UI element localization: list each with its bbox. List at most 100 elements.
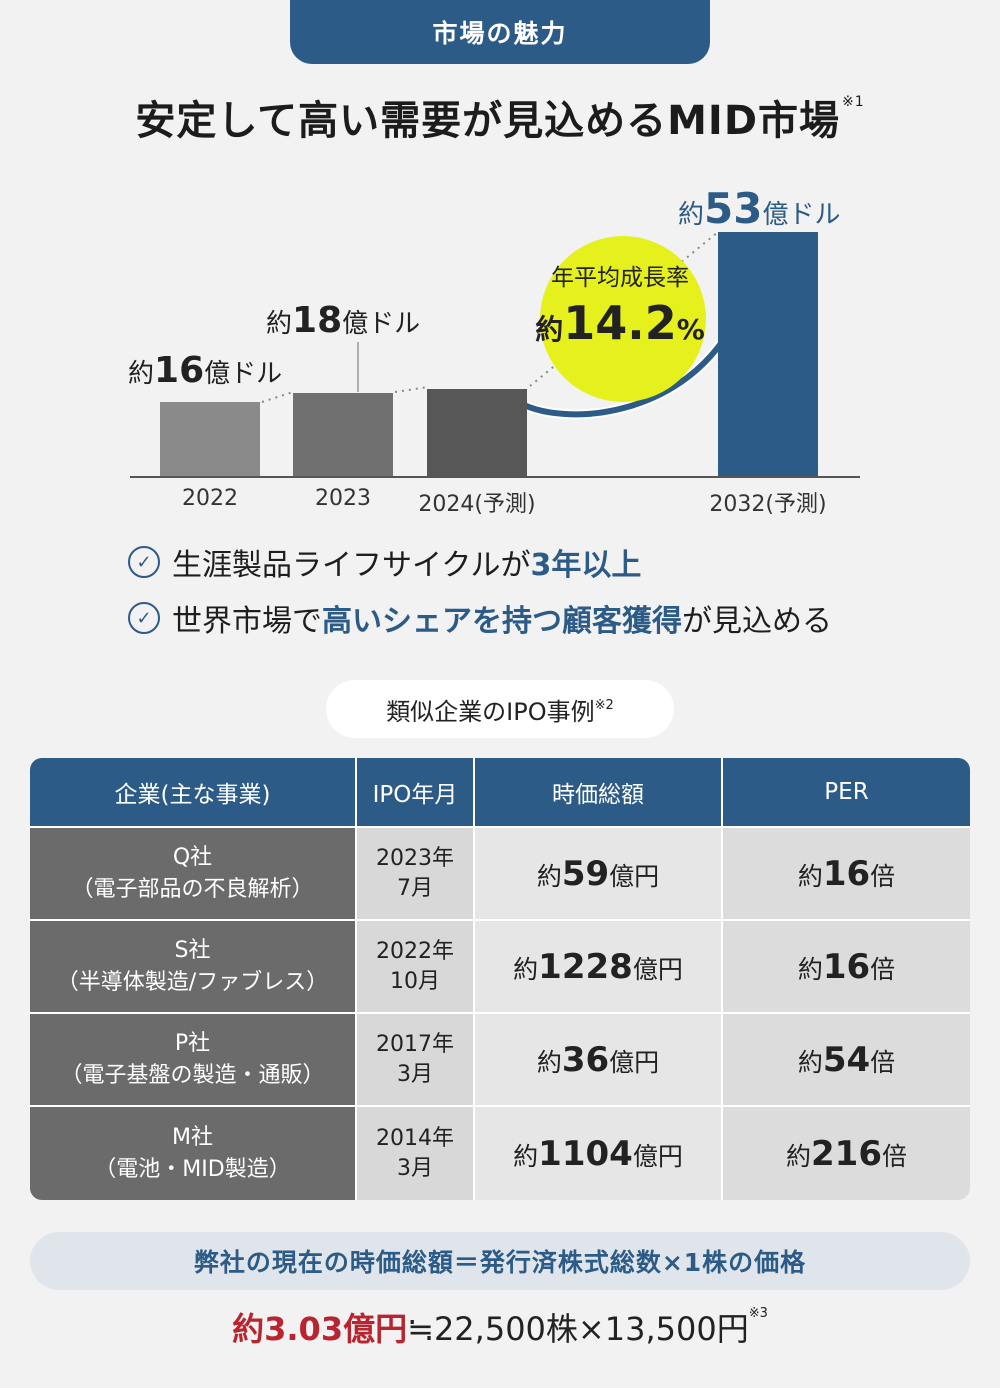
ipo-year: 2023年 [376,845,454,871]
ipo-month: 3月 [397,1155,433,1181]
per-pre: 約 [785,1141,811,1171]
company-business: （電池・MID製造） [94,1156,291,1182]
ipo-month: 7月 [397,875,433,901]
header-company: 企業(主な事業) [30,758,357,828]
table-row: Q社 （電子部品の不良解析） 2023年 7月 約59億円 約16倍 [30,828,970,921]
cagr-circle [540,236,706,402]
cap-post: 億円 [609,861,660,891]
company-business: （電子基盤の製造・通販） [60,1062,325,1088]
value-label-pre: 約 [678,200,705,230]
bullet-text: 世界市場で [172,604,322,639]
per-cell: 約54倍 [723,1014,970,1107]
company-name: M社 [172,1124,213,1150]
value-label-post: 億ドル [342,309,421,339]
per-num: 16 [822,946,871,987]
table-header-row: 企業(主な事業) IPO年月 時価総額 PER [30,758,970,828]
value-label-num: 53 [704,184,763,233]
per-num: 16 [822,853,871,894]
bullet-highlight: 高いシェアを持つ顧客獲得 [322,604,682,639]
bar-2022 [160,402,260,476]
value-label-post: 億ドル [204,359,283,389]
calc-result: 約3.03億円 [232,1310,408,1348]
bullet-text: 生涯製品ライフサイクルが [172,548,531,583]
headline-note: ※1 [842,94,865,110]
value-label-num: 16 [154,350,205,391]
market-cap-cell: 約59億円 [475,828,723,921]
value-label-2022: 約16億ドル [128,350,282,391]
section-tag: 市場の魅力 [290,0,710,64]
cagr-title: 年平均成長率 [551,265,689,291]
table-row: P社 （電子基盤の製造・通販） 2017年 3月 約36億円 約54倍 [30,1014,970,1107]
calc-expression: ≒22,500株×13,500円 [407,1310,749,1348]
cap-num: 1228 [538,946,633,987]
value-label-post: 億ドル [762,200,841,230]
ipo-date-cell: 2014年 3月 [357,1107,475,1200]
header-ipo-date: IPO年月 [357,758,475,828]
ipo-year: 2014年 [376,1125,454,1151]
x-tick-2024: 2024(予測) [418,492,536,517]
bullet-market: ✓ 世界市場で 高いシェアを持つ顧客獲得 が見込める [128,596,832,640]
bar-2032 [718,232,818,476]
value-label-2023: 約18億ドル [266,300,420,341]
per-post: 倍 [870,1047,896,1077]
value-label-num: 18 [292,300,343,341]
company-cell: S社 （半導体製造/ファブレス） [30,921,357,1014]
cap-pre: 約 [513,1141,539,1171]
value-label-2032: 約53億ドル [678,184,840,233]
cagr-value: 約14.2% [500,296,740,350]
cagr-pre: 約 [535,313,564,346]
company-name: Q社 [172,844,213,870]
market-cap-cell: 約36億円 [475,1014,723,1107]
check-circle-icon: ✓ [128,546,160,578]
bullet-text: が見込める [682,604,832,639]
ipo-title-text: 類似企業のIPO事例 [386,697,595,726]
per-post: 倍 [870,861,896,891]
per-pre: 約 [797,861,823,891]
ipo-title-note: ※2 [594,697,614,713]
company-business: （電子部品の不良解析） [71,876,314,902]
cap-pre: 約 [536,861,562,891]
company-cell: P社 （電子基盤の製造・通販） [30,1014,357,1107]
cap-num: 36 [561,1039,610,1080]
bullet-lifecycle: ✓ 生涯製品ライフサイクルが 3年以上 [128,540,641,584]
per-cell: 約16倍 [723,921,970,1014]
value-label-pre: 約 [266,309,293,339]
cagr-post: % [676,313,705,346]
x-tick-2022: 2022 [182,486,238,511]
company-cell: M社 （電池・MID製造） [30,1107,357,1200]
per-num: 54 [822,1039,871,1080]
per-num: 216 [811,1133,882,1174]
cap-pre: 約 [513,954,539,984]
market-cap-formula: 弊社の現在の時価総額＝発行済株式総数×1株の価格 [30,1232,970,1290]
bullet-highlight: 3年以上 [530,548,642,583]
per-post: 倍 [870,954,896,984]
header-per: PER [723,758,970,828]
value-label-pre: 約 [128,359,155,389]
market-cap-calculation: 約3.03億円≒22,500株×13,500円※3 [0,1304,1000,1350]
ipo-year: 2022年 [376,938,454,964]
check-circle-icon: ✓ [128,602,160,634]
per-pre: 約 [797,1047,823,1077]
company-cell: Q社 （電子部品の不良解析） [30,828,357,921]
table-row: M社 （電池・MID製造） 2014年 3月 約1104億円 約216倍 [30,1107,970,1200]
per-cell: 約16倍 [723,828,970,921]
trend-dots-2 [394,386,429,393]
table-row: S社 （半導体製造/ファブレス） 2022年 10月 約1228億円 約16倍 [30,921,970,1014]
calc-note: ※3 [748,1306,768,1321]
ipo-date-cell: 2022年 10月 [357,921,475,1014]
cap-pre: 約 [536,1047,562,1077]
per-post: 倍 [881,1141,907,1171]
ipo-table: 企業(主な事業) IPO年月 時価総額 PER Q社 （電子部品の不良解析） 20… [30,758,970,1200]
x-tick-2032: 2032(予測) [709,492,827,517]
headline-text: 安定して高い需要が見込めるMID市場 [135,98,841,144]
cap-num: 59 [561,853,610,894]
market-cap-cell: 約1228億円 [475,921,723,1014]
cap-post: 億円 [609,1047,660,1077]
cap-post: 億円 [632,954,683,984]
header-market-cap: 時価総額 [475,758,723,828]
per-pre: 約 [797,954,823,984]
cap-post: 億円 [632,1141,683,1171]
ipo-month: 10月 [390,968,440,994]
page-title: 安定して高い需要が見込めるMID市場 ※1 [0,88,1000,146]
chart-baseline [130,476,860,478]
